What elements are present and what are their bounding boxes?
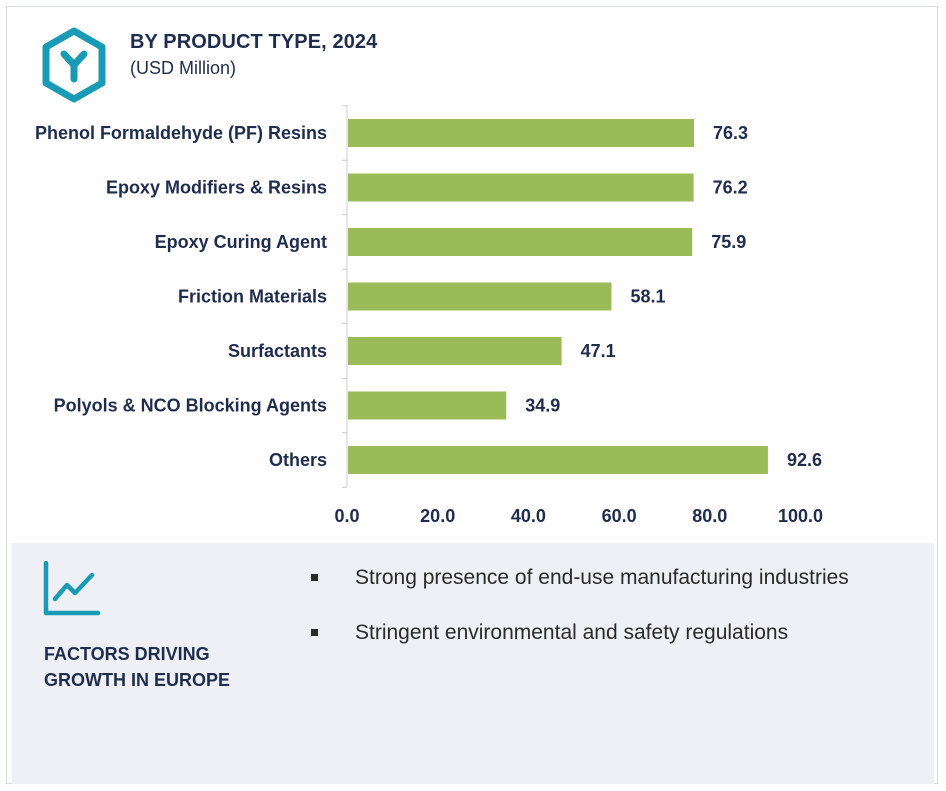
bar — [348, 391, 507, 420]
category-label: Epoxy Modifiers & Resins — [106, 178, 327, 198]
trend-chart-icon — [43, 561, 101, 616]
factor-text: Stringent environmental and safety regul… — [355, 621, 789, 644]
category-label: Polyols & NCO Blocking Agents — [54, 396, 327, 416]
category-label: Surfactants — [228, 341, 327, 361]
bullet-marker — [311, 629, 318, 636]
value-label: 76.2 — [713, 178, 748, 198]
value-label: 92.6 — [787, 450, 822, 470]
category-label: Phenol Formaldehyde (PF) Resins — [35, 123, 327, 143]
bullet-marker — [311, 574, 318, 581]
bar — [348, 173, 694, 202]
bar — [348, 228, 693, 256]
bar — [348, 446, 768, 474]
chart-title: BY PRODUCT TYPE, 2024 — [130, 31, 378, 53]
chart-subtitle: (USD Million) — [130, 58, 237, 78]
value-label: 34.9 — [525, 396, 560, 416]
x-tick-label: 60.0 — [602, 506, 637, 526]
bar-chart: Phenol Formaldehyde (PF) Resins 76.3 Epoxy… — [35, 105, 823, 526]
bar — [348, 119, 695, 147]
factors-panel: FACTORS DRIVING GROWTH IN EUROPE Strong … — [12, 543, 934, 784]
factor-text: Strong presence of end-use manufacturing… — [355, 566, 849, 589]
x-tick-label: 100.0 — [778, 506, 823, 526]
category-label: Epoxy Curing Agent — [155, 232, 327, 252]
bar — [348, 282, 612, 311]
category-label: Friction Materials — [178, 287, 327, 307]
x-tick-label: 0.0 — [334, 506, 359, 526]
value-label: 58.1 — [630, 287, 665, 307]
hexagon-logo-icon — [42, 27, 106, 103]
x-tick-label: 80.0 — [692, 506, 727, 526]
value-label: 47.1 — [581, 341, 616, 361]
x-tick-label: 40.0 — [511, 506, 546, 526]
factor-item: Strong presence of end-use manufacturing… — [308, 561, 849, 616]
factors-list: Strong presence of end-use manufacturing… — [308, 561, 849, 671]
value-label: 76.3 — [713, 123, 748, 143]
factor-item: Stringent environmental and safety regul… — [308, 616, 849, 671]
value-label: 75.9 — [711, 232, 746, 252]
x-tick-label: 20.0 — [420, 506, 455, 526]
bar — [348, 337, 562, 365]
category-label: Others — [269, 450, 327, 470]
factors-heading: FACTORS DRIVING GROWTH IN EUROPE — [44, 644, 231, 690]
